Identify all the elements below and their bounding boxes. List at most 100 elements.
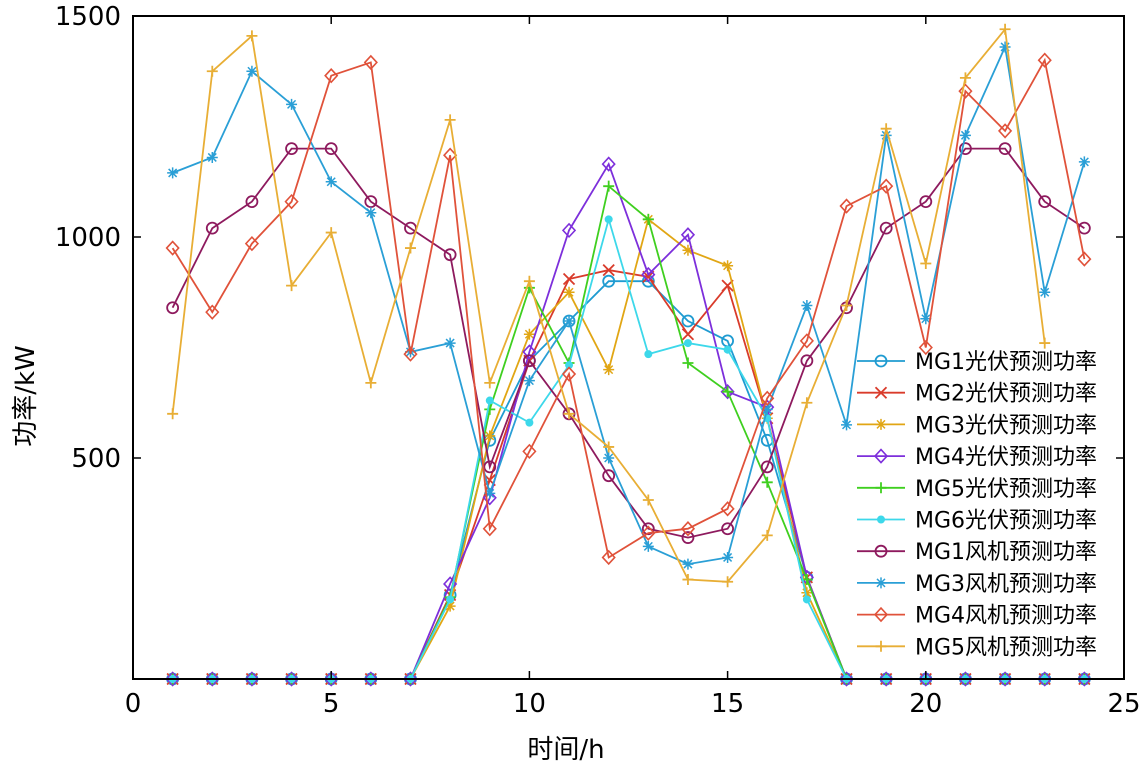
x-tick-label: 5 [323, 689, 340, 719]
data-point-s9-16 [760, 390, 775, 407]
data-point-s7-10 [523, 354, 536, 368]
data-point-s6-14 [683, 339, 692, 348]
data-point-s8-8 [444, 337, 456, 349]
data-point-s9-10 [522, 443, 537, 460]
data-point-s4-2 [205, 671, 220, 687]
data-point-s8-9 [484, 487, 496, 499]
data-point-s8-19 [880, 129, 892, 141]
data-point-s5-15 [722, 386, 734, 398]
legend-swatch-marker [874, 354, 888, 368]
legend-swatch-marker [875, 577, 887, 589]
axes: 0 5 10 15 20 25 500 1000 1500 [55, 2, 1141, 719]
data-point-s9-9 [482, 521, 497, 537]
data-point-s2-12 [602, 264, 615, 277]
data-point-s7-8 [443, 248, 457, 262]
x-tick-label: 10 [513, 689, 546, 719]
data-point-s9-4 [284, 193, 299, 210]
data-point-s9-15 [720, 501, 735, 517]
data-point-s10-21 [959, 72, 971, 84]
data-point-s7-17 [800, 354, 814, 368]
legend-entry-9: MG4风机预测功率 [857, 604, 1097, 629]
data-point-s4-4 [284, 671, 299, 687]
legend-label: MG3光伏预测功率 [915, 413, 1097, 438]
data-point-s8-4 [286, 98, 298, 110]
data-point-s7-13 [641, 522, 655, 536]
legend-swatch-marker [875, 640, 887, 652]
data-point-s5-12 [603, 180, 615, 192]
data-point-s10-16 [761, 529, 773, 541]
legend-label: MG4风机预测功率 [915, 604, 1097, 629]
legend-swatch-marker [875, 482, 887, 494]
data-point-s4-22 [997, 671, 1013, 687]
series-line-8 [172, 43, 1086, 566]
data-point-s9-8 [443, 147, 458, 163]
data-point-s7-14 [681, 531, 695, 544]
data-point-s4-11 [561, 222, 577, 239]
data-point-s8-1 [167, 167, 179, 179]
data-point-s7-9 [483, 460, 497, 474]
legend-label: MG5风机预测功率 [915, 635, 1097, 660]
data-point-s9-24 [1077, 251, 1092, 267]
plot-background [133, 16, 1124, 679]
data-point-s7-19 [879, 221, 893, 235]
data-point-s4-7 [403, 671, 418, 687]
data-point-s9-6 [363, 54, 378, 71]
data-point-s10-18 [841, 300, 853, 312]
data-point-s7-4 [285, 142, 298, 156]
y-tick-label: 1500 [55, 2, 121, 32]
data-point-s9-2 [205, 304, 220, 320]
data-point-s4-24 [1077, 671, 1092, 687]
data-point-s4-18 [839, 671, 854, 687]
series-line-9 [171, 57, 1086, 559]
data-point-s3-15 [722, 260, 734, 272]
data-point-s1-14 [681, 314, 695, 328]
data-point-s9-3 [244, 235, 260, 252]
legend-label: MG3风机预测功率 [915, 572, 1097, 597]
legend-label: MG1光伏预测功率 [915, 350, 1097, 375]
data-point-s3-11 [563, 286, 575, 298]
data-point-s8-22 [999, 41, 1011, 53]
data-point-s7-22 [998, 142, 1012, 156]
legend-label: MG4光伏预测功率 [915, 445, 1097, 470]
data-point-s3-9 [484, 430, 496, 442]
legend-swatch-marker [873, 606, 889, 623]
data-point-s9-20 [918, 339, 933, 356]
data-point-s10-2 [206, 65, 218, 77]
data-point-s3-17 [801, 587, 813, 599]
legend-entry-8: MG3风机预测功率 [857, 572, 1097, 597]
data-point-s8-24 [1078, 156, 1090, 168]
data-point-s8-5 [325, 176, 337, 188]
plot-area [133, 16, 1124, 679]
data-point-s4-14 [680, 227, 696, 243]
data-point-s10-14 [682, 574, 694, 586]
data-point-s4-3 [244, 671, 260, 687]
data-point-s10-17 [801, 397, 813, 409]
data-point-s7-5 [324, 142, 338, 156]
legend-label: MG2光伏预测功率 [915, 382, 1097, 407]
legend-entry-3: MG3光伏预测功率 [857, 413, 1097, 438]
legend-swatch-marker [874, 386, 888, 399]
data-point-s7-21 [959, 142, 972, 156]
data-point-s10-12 [603, 441, 615, 453]
data-point-s1-12 [602, 274, 616, 288]
legend-label: MG6光伏预测功率 [915, 509, 1097, 534]
legend-entry-10: MG5风机预测功率 [857, 635, 1097, 660]
data-point-s8-18 [841, 419, 853, 431]
legend-swatch-marker [877, 515, 885, 524]
data-point-s7-23 [1038, 195, 1052, 209]
data-point-s9-1 [165, 240, 180, 256]
data-point-s2-14 [681, 328, 695, 341]
data-point-s8-12 [603, 452, 615, 464]
data-point-s9-12 [601, 549, 616, 566]
data-point-s9-18 [839, 198, 854, 214]
legend-swatch-marker [873, 448, 889, 464]
data-point-s8-17 [801, 300, 813, 312]
series-8 [167, 41, 1090, 570]
y-tick-label: 1000 [55, 223, 121, 253]
y-tick-label: 500 [71, 444, 121, 474]
data-point-s6-12 [604, 215, 613, 224]
data-point-s7-1 [166, 301, 180, 315]
data-point-s10-15 [722, 576, 734, 588]
